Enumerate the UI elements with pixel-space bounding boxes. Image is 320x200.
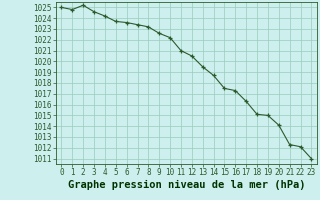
X-axis label: Graphe pression niveau de la mer (hPa): Graphe pression niveau de la mer (hPa): [68, 180, 305, 190]
